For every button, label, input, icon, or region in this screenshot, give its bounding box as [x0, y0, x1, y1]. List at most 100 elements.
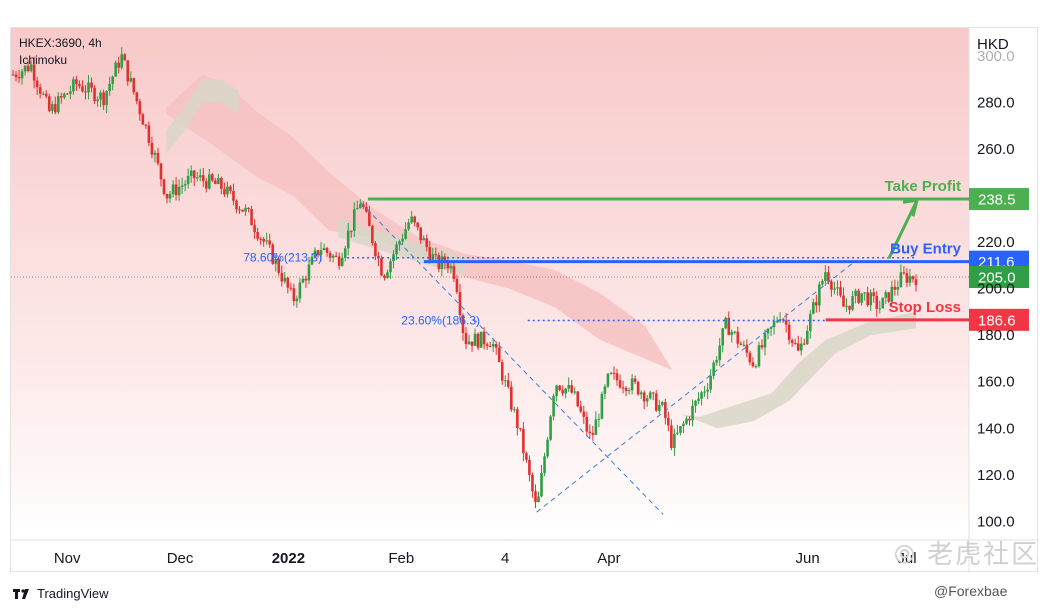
candle[interactable]: [241, 209, 244, 212]
candle[interactable]: [416, 222, 419, 228]
candle[interactable]: [697, 398, 700, 401]
candle[interactable]: [374, 243, 377, 257]
candle[interactable]: [763, 333, 767, 348]
candle[interactable]: [573, 391, 577, 393]
candle[interactable]: [869, 292, 872, 306]
candle[interactable]: [132, 78, 136, 93]
candle[interactable]: [168, 194, 172, 199]
fib-diagonal-line[interactable]: [360, 202, 664, 515]
candle[interactable]: [60, 96, 63, 98]
candle[interactable]: [93, 87, 96, 102]
candle[interactable]: [229, 186, 232, 191]
candle[interactable]: [452, 266, 456, 279]
candle[interactable]: [591, 433, 595, 435]
candle[interactable]: [192, 170, 196, 179]
candle[interactable]: [232, 190, 235, 201]
candle[interactable]: [458, 292, 462, 316]
candle[interactable]: [585, 416, 589, 432]
candle[interactable]: [183, 184, 187, 186]
candle[interactable]: [555, 385, 558, 396]
candle[interactable]: [881, 297, 885, 309]
candle[interactable]: [516, 409, 519, 429]
candle[interactable]: [772, 321, 776, 328]
candle[interactable]: [857, 290, 860, 303]
candle[interactable]: [567, 385, 570, 389]
candle[interactable]: [673, 433, 676, 448]
candle[interactable]: [368, 211, 371, 227]
candle[interactable]: [510, 386, 513, 410]
candle[interactable]: [597, 418, 601, 420]
candle[interactable]: [842, 295, 845, 307]
candle[interactable]: [718, 345, 721, 361]
candle[interactable]: [135, 92, 139, 102]
candle[interactable]: [802, 343, 806, 345]
candle[interactable]: [796, 343, 800, 351]
current-price-price-tag[interactable]: [969, 266, 1029, 289]
candle[interactable]: [307, 264, 311, 281]
candle[interactable]: [878, 308, 882, 310]
candle[interactable]: [99, 92, 102, 100]
candle[interactable]: [682, 423, 685, 427]
candle[interactable]: [570, 385, 574, 393]
candle[interactable]: [727, 317, 731, 335]
candle[interactable]: [513, 409, 516, 411]
candle[interactable]: [316, 250, 320, 255]
candle[interactable]: [313, 250, 317, 257]
candle[interactable]: [594, 419, 598, 435]
fib-diagonal-line[interactable]: [536, 262, 854, 513]
candle[interactable]: [247, 207, 250, 210]
candle[interactable]: [253, 225, 256, 232]
candle[interactable]: [365, 206, 368, 212]
candle[interactable]: [274, 258, 278, 264]
candle[interactable]: [41, 93, 45, 95]
candle[interactable]: [295, 298, 299, 302]
candle[interactable]: [63, 93, 66, 98]
candle[interactable]: [428, 247, 432, 261]
candle[interactable]: [443, 256, 447, 263]
candle[interactable]: [667, 417, 670, 426]
candle[interactable]: [685, 418, 688, 424]
candle[interactable]: [355, 208, 359, 210]
candle[interactable]: [679, 426, 682, 433]
candle[interactable]: [198, 175, 202, 178]
candle[interactable]: [908, 276, 912, 283]
candle[interactable]: [648, 392, 652, 399]
candle[interactable]: [836, 287, 839, 289]
candle[interactable]: [479, 331, 483, 348]
candle[interactable]: [120, 54, 124, 68]
candle[interactable]: [497, 347, 501, 363]
candle[interactable]: [636, 381, 640, 395]
candle[interactable]: [845, 305, 848, 307]
candle[interactable]: [549, 416, 552, 440]
candle[interactable]: [401, 238, 404, 242]
candle[interactable]: [476, 333, 480, 348]
candle[interactable]: [380, 258, 383, 276]
candle[interactable]: [564, 388, 567, 394]
candle[interactable]: [434, 254, 438, 256]
candle[interactable]: [301, 278, 305, 283]
candle[interactable]: [911, 276, 915, 280]
candle[interactable]: [540, 472, 543, 497]
candle[interactable]: [449, 266, 453, 269]
candle[interactable]: [38, 87, 42, 94]
candle[interactable]: [821, 280, 824, 285]
candle[interactable]: [286, 277, 290, 288]
candle[interactable]: [277, 258, 281, 273]
candle[interactable]: [223, 188, 226, 195]
candle[interactable]: [235, 200, 238, 210]
candle[interactable]: [343, 248, 347, 258]
candle[interactable]: [201, 175, 205, 182]
candle[interactable]: [651, 392, 655, 394]
candle[interactable]: [815, 302, 818, 306]
candle[interactable]: [461, 315, 465, 334]
candle[interactable]: [748, 352, 752, 363]
candle[interactable]: [543, 456, 546, 473]
candle[interactable]: [736, 331, 740, 344]
candle[interactable]: [848, 305, 851, 310]
candle[interactable]: [754, 366, 758, 368]
candle[interactable]: [621, 387, 625, 389]
candle[interactable]: [760, 345, 764, 348]
candle[interactable]: [818, 284, 821, 306]
candle[interactable]: [14, 74, 18, 78]
candle[interactable]: [724, 317, 728, 329]
